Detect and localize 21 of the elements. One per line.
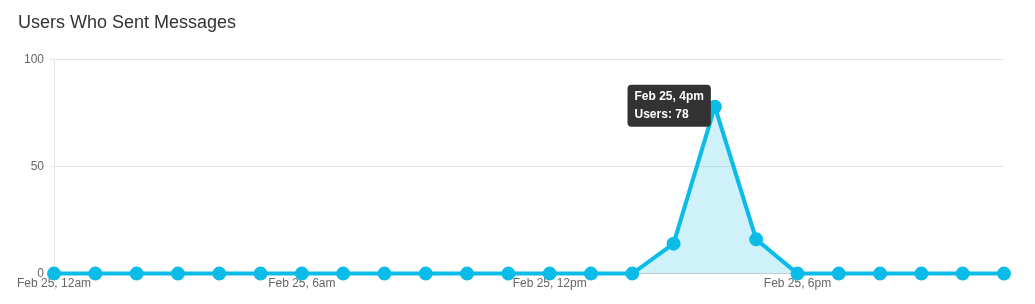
y-tick-label: 50 [30, 158, 45, 173]
point [418, 266, 433, 281]
point [914, 266, 929, 281]
y-tick-label: 0 [37, 265, 45, 280]
point [749, 232, 764, 247]
point [377, 266, 392, 281]
point [997, 266, 1011, 281]
point [253, 266, 268, 281]
annotation: Feb 25, 4pm Users: 78 [634, 88, 704, 121]
point [460, 266, 475, 281]
point [873, 266, 888, 281]
point [625, 266, 640, 281]
point [831, 266, 846, 281]
y-tick-label: 100 [23, 51, 45, 66]
point [336, 266, 351, 281]
point [129, 266, 144, 281]
point [955, 266, 970, 281]
point [170, 266, 185, 281]
point [212, 266, 227, 281]
point [666, 236, 681, 251]
chart-title: Users Who Sent Messages [18, 11, 237, 32]
